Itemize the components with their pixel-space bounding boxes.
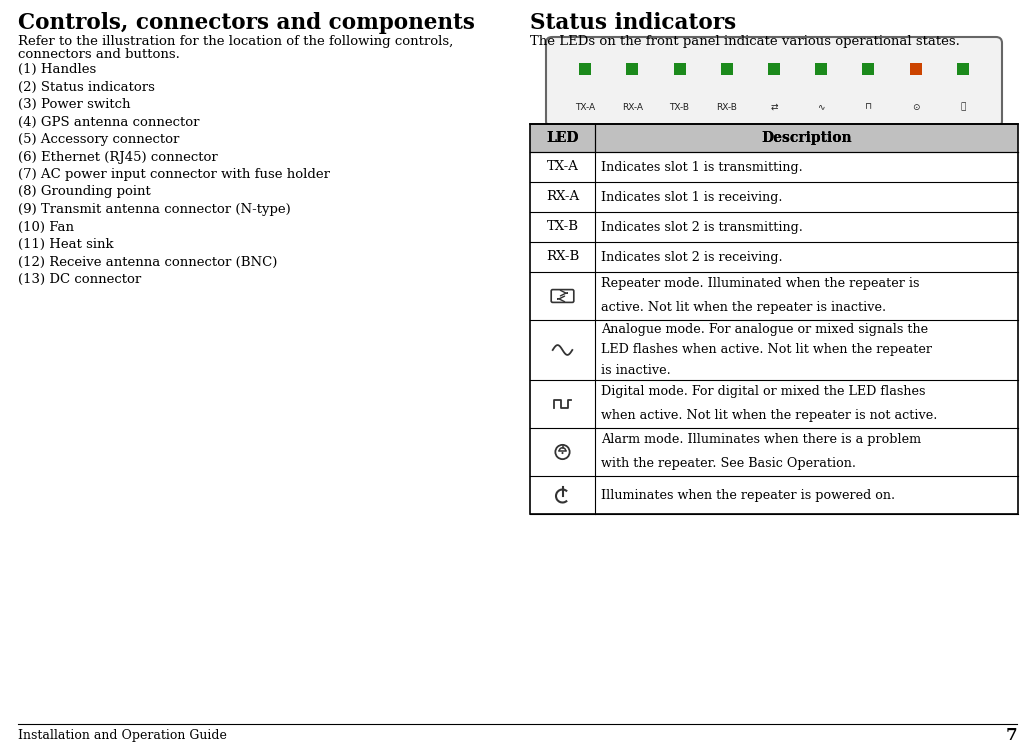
Text: ⊓: ⊓ xyxy=(865,103,871,112)
Text: (4) GPS antenna connector: (4) GPS antenna connector xyxy=(18,115,200,129)
Bar xyxy=(768,63,780,75)
Text: RX-A: RX-A xyxy=(622,103,643,112)
Bar xyxy=(674,63,685,75)
Text: Illuminates when the repeater is powered on.: Illuminates when the repeater is powered… xyxy=(601,488,895,502)
Bar xyxy=(910,63,922,75)
Bar xyxy=(816,63,827,75)
Text: LED flashes when active. Not lit when the repeater: LED flashes when active. Not lit when th… xyxy=(601,344,932,357)
Text: (5) Accessory connector: (5) Accessory connector xyxy=(18,133,179,146)
Bar xyxy=(720,63,733,75)
Bar xyxy=(579,63,591,75)
Text: (6) Ethernet (RJ45) connector: (6) Ethernet (RJ45) connector xyxy=(18,151,217,163)
Bar xyxy=(530,476,1018,514)
Bar xyxy=(530,124,1018,152)
Circle shape xyxy=(561,452,563,454)
Text: LED: LED xyxy=(546,131,579,145)
Text: (11) Heat sink: (11) Heat sink xyxy=(18,238,114,251)
Text: active. Not lit when the repeater is inactive.: active. Not lit when the repeater is ina… xyxy=(601,302,886,315)
Bar xyxy=(530,320,1018,380)
Text: ⊙: ⊙ xyxy=(912,103,919,112)
Text: is inactive.: is inactive. xyxy=(601,363,671,377)
Text: Repeater mode. Illuminated when the repeater is: Repeater mode. Illuminated when the repe… xyxy=(601,277,919,291)
Bar xyxy=(530,380,1018,428)
Text: Description: Description xyxy=(761,131,852,145)
Text: Indicates slot 2 is receiving.: Indicates slot 2 is receiving. xyxy=(601,250,782,264)
Text: TX-B: TX-B xyxy=(546,220,579,234)
Bar xyxy=(957,63,969,75)
Text: ⏻: ⏻ xyxy=(960,103,966,112)
Text: (2) Status indicators: (2) Status indicators xyxy=(18,80,155,94)
Text: Indicates slot 1 is transmitting.: Indicates slot 1 is transmitting. xyxy=(601,160,803,174)
Bar xyxy=(530,124,1018,514)
FancyBboxPatch shape xyxy=(546,37,1002,127)
Bar xyxy=(530,212,1018,242)
Text: connectors and buttons.: connectors and buttons. xyxy=(18,48,180,61)
Text: (13) DC connector: (13) DC connector xyxy=(18,273,141,286)
Text: Indicates slot 2 is transmitting.: Indicates slot 2 is transmitting. xyxy=(601,220,803,234)
Bar xyxy=(530,182,1018,212)
Bar xyxy=(530,124,1018,152)
Text: RX-A: RX-A xyxy=(545,190,579,204)
Bar xyxy=(530,242,1018,272)
Bar xyxy=(530,272,1018,320)
Text: TX-B: TX-B xyxy=(670,103,689,112)
Text: with the repeater. See Basic Operation.: with the repeater. See Basic Operation. xyxy=(601,458,856,470)
Bar xyxy=(626,63,639,75)
Text: LED: LED xyxy=(546,131,579,145)
Text: Description: Description xyxy=(761,131,852,145)
Text: Installation and Operation Guide: Installation and Operation Guide xyxy=(18,729,227,742)
Text: (3) Power switch: (3) Power switch xyxy=(18,98,130,111)
Text: The LEDs on the front panel indicate various operational states.: The LEDs on the front panel indicate var… xyxy=(530,35,959,48)
Text: Status indicators: Status indicators xyxy=(530,12,736,34)
Text: Analogue mode. For analogue or mixed signals the: Analogue mode. For analogue or mixed sig… xyxy=(601,324,928,336)
Text: Digital mode. For digital or mixed the LED flashes: Digital mode. For digital or mixed the L… xyxy=(601,386,925,398)
Text: 7: 7 xyxy=(1005,727,1017,744)
Text: (8) Grounding point: (8) Grounding point xyxy=(18,186,151,198)
Text: Alarm mode. Illuminates when there is a problem: Alarm mode. Illuminates when there is a … xyxy=(601,434,921,446)
Text: when active. Not lit when the repeater is not active.: when active. Not lit when the repeater i… xyxy=(601,410,938,422)
Text: (7) AC power input connector with fuse holder: (7) AC power input connector with fuse h… xyxy=(18,168,330,181)
Text: (12) Receive antenna connector (BNC): (12) Receive antenna connector (BNC) xyxy=(18,255,277,268)
Bar xyxy=(862,63,875,75)
Text: ⇄: ⇄ xyxy=(770,103,777,112)
Text: Controls, connectors and components: Controls, connectors and components xyxy=(18,12,475,34)
Text: RX-B: RX-B xyxy=(545,250,580,264)
Text: Refer to the illustration for the location of the following controls,: Refer to the illustration for the locati… xyxy=(18,35,453,48)
Text: (9) Transmit antenna connector (N-type): (9) Transmit antenna connector (N-type) xyxy=(18,203,291,216)
Bar xyxy=(530,152,1018,182)
Text: (10) Fan: (10) Fan xyxy=(18,220,73,234)
Text: Indicates slot 1 is receiving.: Indicates slot 1 is receiving. xyxy=(601,190,782,204)
Text: TX-A: TX-A xyxy=(546,160,579,174)
Bar xyxy=(530,428,1018,476)
Text: TX-A: TX-A xyxy=(575,103,595,112)
Text: (1) Handles: (1) Handles xyxy=(18,63,96,76)
Text: ∿: ∿ xyxy=(818,103,825,112)
Text: RX-B: RX-B xyxy=(716,103,737,112)
